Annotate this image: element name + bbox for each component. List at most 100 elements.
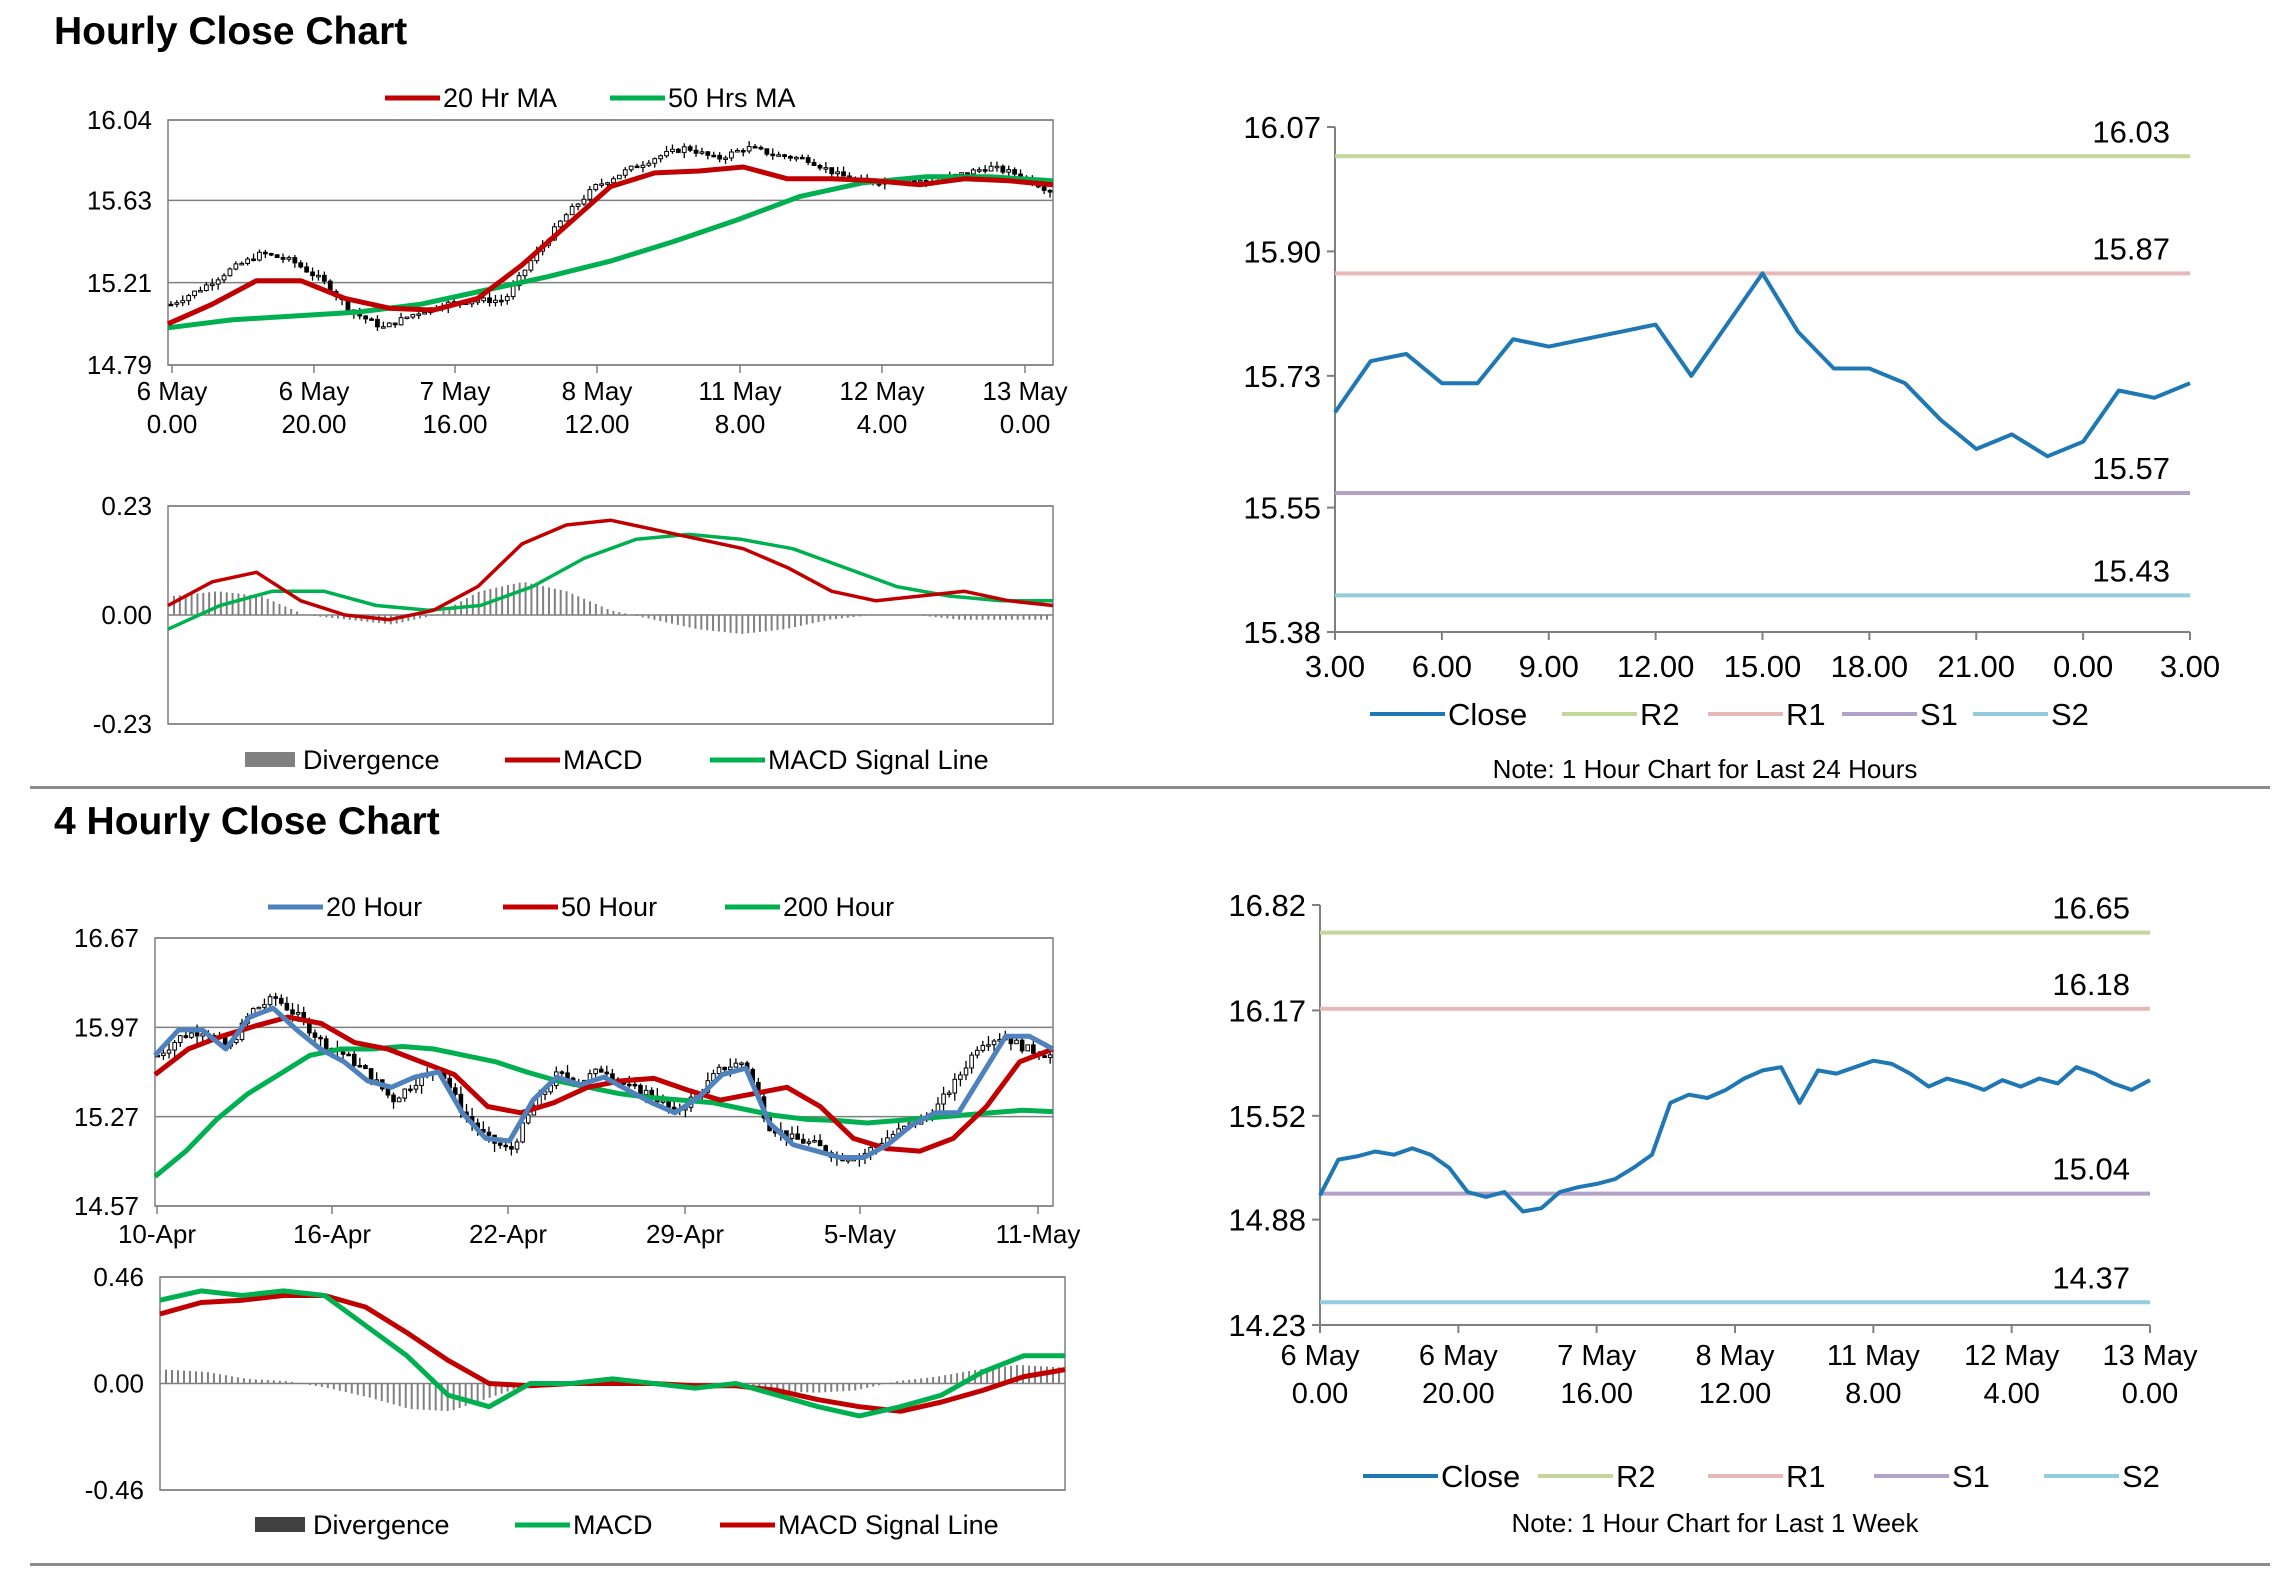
legend-r1-label: R1 <box>1786 697 1826 732</box>
candle-body <box>812 1139 817 1143</box>
y-tick-label: 15.52 <box>1228 1099 1306 1134</box>
x-tick-label: 8.00 <box>715 409 766 439</box>
x-tick-label: 8.00 <box>1845 1378 1901 1410</box>
level-label-r1: 15.87 <box>2092 231 2170 266</box>
x-tick-label: 11 May <box>698 376 781 406</box>
legend-close-label: Close <box>1448 697 1527 732</box>
candle-body <box>525 1114 531 1124</box>
legend-divergence-label: Divergence <box>313 1510 450 1540</box>
candle-body <box>664 151 669 157</box>
x-tick-label: 6 May <box>1281 1340 1360 1372</box>
candle-body <box>611 178 616 184</box>
legend-200-hour-label: 200 Hour <box>783 892 894 922</box>
legend-50-hour-label: 50 Hour <box>561 892 657 922</box>
candle-body <box>581 198 587 205</box>
candle-body <box>180 300 186 304</box>
series-macd <box>167 518 1054 622</box>
x-tick-label: 20.00 <box>1422 1378 1495 1410</box>
candle-body <box>486 1131 492 1136</box>
x-tick-label: 3.00 <box>1305 649 1365 684</box>
candle-body <box>622 169 628 176</box>
candle-body <box>770 153 776 157</box>
candle-body <box>233 263 239 270</box>
candle-body <box>321 274 327 282</box>
candle-body <box>375 318 380 328</box>
candle-body <box>666 1100 671 1108</box>
candle-body <box>1006 169 1012 173</box>
y-tick-label: 15.73 <box>1243 359 1321 394</box>
series-macd <box>159 1288 1065 1419</box>
x-tick-label: 6 May <box>137 376 208 406</box>
candle-body <box>557 220 563 228</box>
candle-body <box>811 161 817 166</box>
y-tick-label: 15.97 <box>74 1012 139 1042</box>
candle-body <box>274 254 280 259</box>
candle-body <box>292 257 298 264</box>
candle-body <box>522 269 528 277</box>
candle-body <box>598 1068 604 1073</box>
candle-body <box>174 302 180 305</box>
chart-note: Note: 1 Hour Chart for Last 24 Hours <box>1493 754 1918 784</box>
candle-body <box>198 290 203 293</box>
candle-body <box>841 171 846 177</box>
candle-body <box>351 1053 357 1066</box>
candle-body <box>183 1035 189 1038</box>
candle-body <box>391 1094 396 1103</box>
candle-body <box>764 148 770 155</box>
legend-close-label: Close <box>1441 1459 1520 1494</box>
candle-body <box>168 303 174 307</box>
x-tick-label: 6.00 <box>1412 649 1472 684</box>
candle-body <box>262 1004 267 1008</box>
candle-body <box>487 297 492 304</box>
plot-frame <box>154 937 1054 1207</box>
candle-body <box>799 156 805 160</box>
candle-body <box>161 1052 166 1056</box>
y-tick-label: 0.00 <box>101 600 152 630</box>
candle-body <box>186 295 192 302</box>
candle-body <box>1012 169 1018 175</box>
candle-body <box>1042 1055 1047 1059</box>
y-tick-label: 15.90 <box>1243 234 1321 269</box>
x-tick-label: 7 May <box>1557 1340 1636 1372</box>
candle-body <box>528 260 534 271</box>
y-tick-label: 16.17 <box>1228 993 1306 1028</box>
candle-body <box>209 283 215 287</box>
candle-body <box>958 1074 963 1080</box>
legend-50hrs-ma-label: 50 Hrs MA <box>668 83 796 113</box>
hourly-macd-chart: 0.23 0.00 -0.23 Divergence MACD MACD Signal L… <box>93 491 1054 775</box>
candle-body <box>565 1072 570 1079</box>
candle-body <box>509 1146 514 1150</box>
candle-body <box>727 1066 733 1071</box>
candle-body <box>793 156 799 160</box>
candle-body <box>194 1032 200 1037</box>
candle-body <box>1047 189 1053 193</box>
candle-body <box>268 253 274 256</box>
candle-body <box>795 1133 800 1140</box>
y-tick-label: 14.23 <box>1228 1308 1306 1343</box>
y-tick-label: -0.23 <box>93 709 152 739</box>
candle-body <box>284 1002 290 1011</box>
candle-body <box>626 1083 632 1087</box>
candle-body <box>658 155 664 160</box>
chart-note: Note: 1 Hour Chart for Last 1 Week <box>1511 1508 1919 1538</box>
candle-body <box>1000 165 1006 173</box>
candle-body <box>1025 1044 1031 1052</box>
x-tick-label: 15.00 <box>1724 649 1802 684</box>
x-tick-label: 16.00 <box>422 409 487 439</box>
candle-body <box>227 268 233 277</box>
x-tick-label: 11 May <box>1827 1340 1920 1372</box>
candle-body <box>965 172 970 175</box>
legend-divergence-label: Divergence <box>303 745 440 775</box>
legend-s1-label: S1 <box>1920 697 1958 732</box>
series-20hr-ma <box>166 164 1054 327</box>
candle-body <box>671 1106 677 1110</box>
candle-body <box>221 275 227 281</box>
candle-body <box>203 284 209 292</box>
legend-s1-label: S1 <box>1952 1459 1990 1494</box>
candle-body <box>290 1009 295 1015</box>
candle-body <box>739 1062 744 1066</box>
candle-body <box>969 1054 974 1069</box>
y-tick-label: 14.88 <box>1228 1203 1306 1238</box>
candle-body <box>628 165 634 171</box>
